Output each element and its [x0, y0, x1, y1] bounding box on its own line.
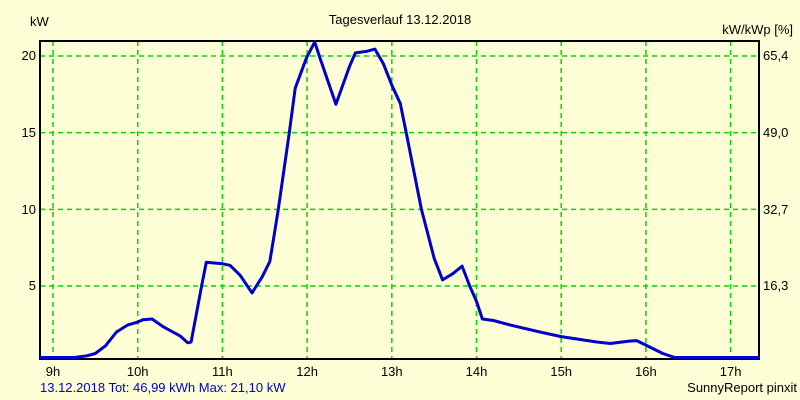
x-tick-12h: 12h: [296, 364, 318, 379]
power-curve-line: [38, 40, 761, 359]
y-tick-left-15: 15: [21, 125, 36, 140]
y-tick-left-10: 10: [21, 202, 36, 217]
x-tick-11h: 11h: [212, 364, 233, 379]
y-axis-left-unit-label: kW: [30, 14, 49, 29]
branding-text: SunnyReport pinxit: [687, 380, 797, 395]
page-title: Tagesverlauf 13.12.2018: [328, 12, 472, 27]
plot-border: [39, 40, 760, 360]
x-tick-9h: 9h: [45, 364, 61, 379]
y-tick-right-65-4: 65,4: [763, 48, 789, 63]
y-axis-right-unit-label: kW/kWp [%]: [722, 22, 793, 37]
x-tick-13h: 13h: [380, 364, 403, 379]
x-tick-17h: 17h: [719, 364, 742, 379]
y-tick-right-49-0: 49,0: [763, 125, 789, 140]
x-tick-10h: 10h: [126, 364, 149, 379]
x-tick-15h: 15h: [550, 364, 573, 379]
y-tick-left-5: 5: [28, 278, 36, 293]
daily-summary-text: 13.12.2018 Tot: 46,99 kWh Max: 21,10 kW: [40, 380, 286, 395]
y-tick-left-20: 20: [21, 48, 36, 63]
x-tick-16h: 16h: [635, 364, 657, 379]
y-tick-right-16-3: 16,3: [763, 278, 789, 293]
y-tick-right-32-7: 32,7: [763, 202, 789, 217]
x-tick-14h: 14h: [465, 364, 488, 379]
